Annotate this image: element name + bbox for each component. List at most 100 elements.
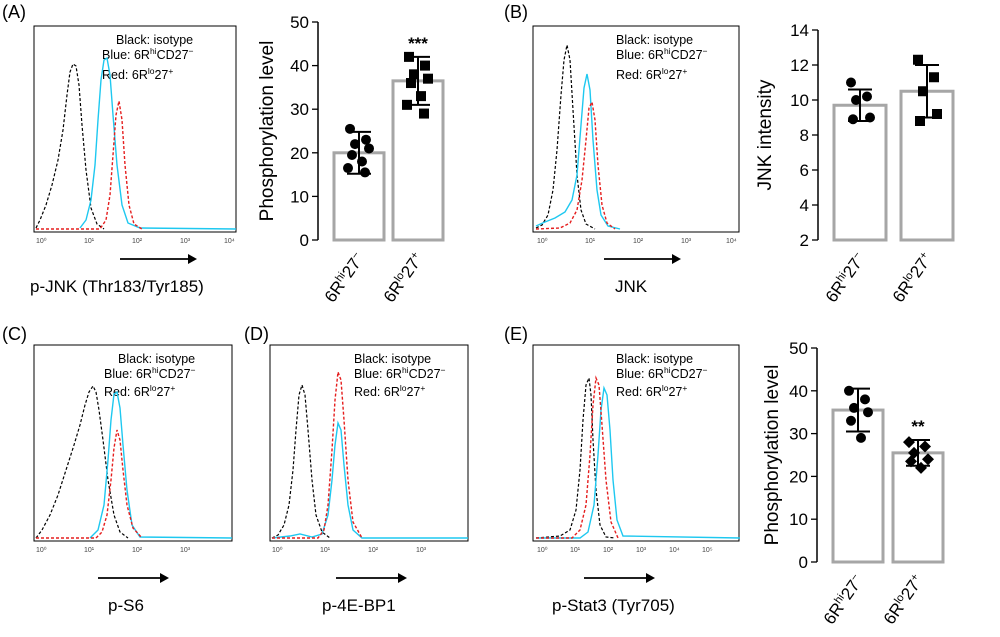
legend-red: Red: 6Rlo27+ xyxy=(102,66,173,82)
histogram-curve-6Rlo xyxy=(272,371,363,539)
tick: 10³ xyxy=(636,547,647,554)
histogram-curve-6Rhi xyxy=(271,420,468,539)
legend-blue: Blue: 6RhiCD27− xyxy=(616,46,708,62)
tick: 10¹ xyxy=(570,547,581,554)
histogram-curve-6Rhi xyxy=(535,73,621,230)
data-point xyxy=(406,78,416,89)
tick: 10¹ xyxy=(320,547,331,554)
y-axis-label: Phosphorylation level xyxy=(762,365,783,546)
data-point xyxy=(918,86,928,97)
histogram-curve-6Rlo xyxy=(36,100,143,230)
histogram-curve-isotype xyxy=(535,375,616,539)
panel-a-arrow xyxy=(120,254,197,264)
histogram-curve-6Rhi xyxy=(536,385,741,539)
panel-c-histogram: (C) Black: isotype Blue: 6RhiCD27− Red: … xyxy=(2,324,233,615)
tick: 10⁴ xyxy=(726,238,737,245)
panel-d-frame xyxy=(269,344,469,542)
legend-red: Red: 6Rlo27+ xyxy=(616,66,687,82)
significance-label: ** xyxy=(911,417,925,436)
y-tick-label: 6 xyxy=(800,161,809,180)
y-tick-label: 40 xyxy=(290,57,309,76)
tick: 10² xyxy=(368,547,379,554)
data-point xyxy=(922,453,934,466)
y-tick-label: 10 xyxy=(790,91,809,110)
panel-d-x-ticks: 10⁰ 10¹ 10² 10³ xyxy=(272,546,427,554)
category-label: 6Rhi27− xyxy=(321,249,368,305)
panel-b-label: (B) xyxy=(504,2,528,22)
panel-e-frame xyxy=(532,344,740,542)
histogram-curve-6Rlo xyxy=(36,429,143,539)
y-tick-label: 0 xyxy=(300,231,309,250)
legend-blue: Blue: 6RhiCD27− xyxy=(104,365,196,381)
y-tick-label: 10 xyxy=(789,510,808,529)
data-point xyxy=(863,407,873,418)
y-tick-label: 30 xyxy=(290,100,309,119)
data-point xyxy=(343,163,353,174)
tick: 10⁴ xyxy=(669,547,680,554)
tick: 10³ xyxy=(180,238,191,245)
data-point xyxy=(364,143,374,154)
legend-red: Red: 6Rlo27+ xyxy=(104,383,175,399)
data-point xyxy=(856,432,866,443)
tick: 10⁰ xyxy=(36,546,47,554)
y-tick-label: 8 xyxy=(800,126,809,145)
data-point xyxy=(419,108,429,119)
panel-b-x-label: JNK xyxy=(615,277,648,296)
panel-e-x-label: p-Stat3 (Tyr705) xyxy=(552,596,675,615)
legend-black: Black: isotype xyxy=(354,352,431,366)
data-point xyxy=(350,139,360,150)
data-point xyxy=(919,440,931,453)
histogram-curve-6Rlo xyxy=(535,99,616,230)
panel-e-arrow xyxy=(584,573,655,583)
y-tick-label: 40 xyxy=(789,382,808,401)
panel-b-arrow xyxy=(604,254,681,264)
data-point xyxy=(913,54,923,65)
data-point xyxy=(915,116,925,126)
bar-chart-e: 0 10 20 30 40 50 Phosphorylation level ** 6Rhi27… xyxy=(762,339,945,628)
panel-d-histogram: (D) Black: isotype Blue: 6RhiCD27− Red: … xyxy=(244,324,469,615)
tick: 10⁰ xyxy=(537,546,548,554)
legend-black: Black: isotype xyxy=(118,352,195,366)
tick: 10⁰ xyxy=(272,546,283,554)
panel-e-label: (E) xyxy=(504,324,528,344)
panel-e-histogram: (E) Black: isotype Blue: 6RhiCD27− Red: … xyxy=(504,324,741,615)
tick: 10⁰ xyxy=(537,237,548,245)
panel-d-x-label: p-4E-BP1 xyxy=(322,596,396,615)
panel-a-frame xyxy=(33,25,237,233)
tick: 10² xyxy=(132,238,143,245)
panel-d-arrow xyxy=(336,573,407,583)
tick: 10⁵ xyxy=(702,547,713,554)
data-point xyxy=(420,60,430,71)
y-tick-label: 2 xyxy=(800,231,809,250)
data-point xyxy=(409,69,419,80)
data-point xyxy=(848,114,858,125)
panel-a-histogram: (A) Black: isotype Blue: 6RhiCD27− Red: … xyxy=(2,2,237,296)
tick: 10¹ xyxy=(585,238,596,245)
bar-chart-b: 2 4 6 8 10 12 14 JNK intensity 6Rhi27− 6Rlo27+ xyxy=(755,21,955,306)
bar-chart-a: 0 10 20 30 40 50 Phosphorylation level *** 6Rhi2… xyxy=(257,13,445,306)
tick: 10² xyxy=(132,547,143,554)
legend-red: Red: 6Rlo27+ xyxy=(354,383,425,399)
y-axis-label: Phosphorylation level xyxy=(257,41,278,222)
panel-c-x-ticks: 10⁰ 10¹ 10² 10³ xyxy=(36,546,191,554)
y-tick-label: 50 xyxy=(789,339,808,358)
tick: 10³ xyxy=(416,547,427,554)
histogram-curve-6Rlo xyxy=(536,375,619,539)
y-tick-label: 50 xyxy=(290,13,309,32)
data-point xyxy=(347,149,357,160)
bar xyxy=(891,451,945,564)
tick: 10¹ xyxy=(84,547,95,554)
data-point xyxy=(361,134,371,145)
tick: 10⁰ xyxy=(36,237,47,245)
data-point xyxy=(844,385,854,396)
bar xyxy=(332,151,386,242)
histogram-curve-isotype xyxy=(535,44,596,230)
panel-e-x-ticks: 10⁰ 10¹ 10² 10³ 10⁴ 10⁵ xyxy=(537,546,713,554)
panel-a-x-ticks: 10⁰ 10¹ 10² 10³ 10⁴ xyxy=(36,237,235,245)
data-point xyxy=(851,95,861,105)
y-axis-label: JNK intensity xyxy=(755,79,776,190)
data-point xyxy=(360,167,370,178)
y-tick-label: 0 xyxy=(799,553,808,572)
category-label: 6Rlo27+ xyxy=(880,571,927,627)
